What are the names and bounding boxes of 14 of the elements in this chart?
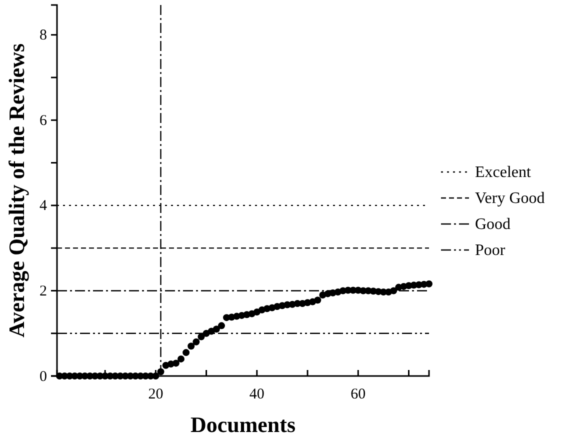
x-tick-label: 40 <box>249 386 264 403</box>
y-tick-label: 8 <box>40 28 47 44</box>
x-tick-label: 20 <box>148 386 164 403</box>
legend-label: Poor <box>475 242 506 259</box>
legend-label: Very Good <box>475 190 545 207</box>
y-tick-label: 4 <box>40 198 48 214</box>
legend-label: Good <box>475 216 511 233</box>
x-axis-title: Documents <box>190 412 296 437</box>
x-tick-label: 60 <box>350 386 366 403</box>
y-tick-label: 0 <box>40 368 47 385</box>
y-tick-label: 2 <box>40 284 47 300</box>
legend-label: Excelent <box>475 164 532 181</box>
y-tick-label: 6 <box>40 112 48 129</box>
y-axis-title: Average Quality of the Reviews <box>4 43 29 338</box>
